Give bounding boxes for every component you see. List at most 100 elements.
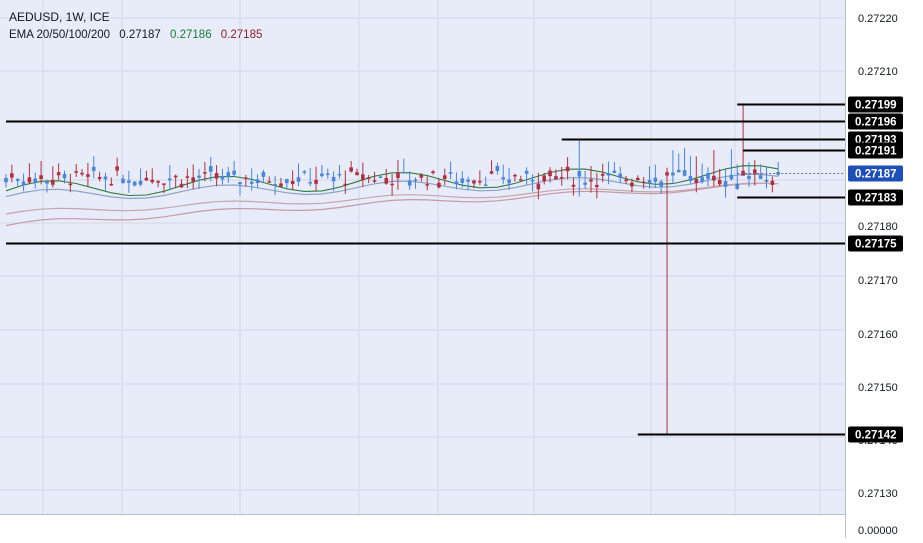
candle-body [261,172,266,177]
candle-body [448,172,453,174]
candle-body [647,179,652,184]
candle-body [729,174,734,180]
candle-body [349,167,353,172]
price-level-badge [848,426,903,443]
candle-body [27,177,32,183]
candle-body [589,179,593,182]
candle-body [68,183,73,186]
candle-body [208,166,213,172]
candle-body [583,182,587,185]
candle-body [671,172,675,176]
price-badges: 0.271990.271960.271930.271910.271830.271… [848,96,903,443]
candle-body [138,180,143,185]
candle-body [595,184,599,188]
price-level-badge [848,142,903,159]
candle-body [33,178,38,183]
candle-body [378,176,383,178]
time-axis-background [0,514,845,538]
candle-body [688,176,693,181]
candle-body [682,170,687,176]
candle-body [478,180,482,183]
candle-body [513,174,517,177]
candle-body [173,175,178,178]
candle-body [109,183,114,186]
candle-body [501,177,506,180]
candle-body [337,173,342,176]
candle-body [454,181,459,185]
candle-body [290,180,295,185]
candle-body [62,173,67,179]
candle-body [384,177,389,184]
candle-body [530,179,535,182]
candle-body [542,175,546,182]
price-axis-tick-label: 0.27210 [858,66,898,78]
candles [4,103,780,435]
price-axis-tick-label: 0.00000 [858,525,898,537]
candle-body [548,170,552,177]
candle-body [255,179,260,183]
candle-body [314,179,318,184]
price-level-label: 0.27175 [855,239,897,251]
price-axis-background [845,0,923,538]
candle-body [51,179,55,185]
candle-body [267,181,272,183]
candle-body [214,173,219,179]
candle-body [402,171,406,174]
indicator-name: EMA 20/50/100/200 [9,29,110,41]
candle-body [659,181,663,187]
candle-body [630,182,634,187]
candle-body [495,165,500,171]
candle-body [56,172,61,176]
candle-body [442,175,447,180]
plot-background [0,0,845,514]
candle-body [437,182,441,188]
candle-body [366,177,371,179]
candle-body [571,184,576,187]
candle-body [676,169,681,173]
candle-body [203,172,207,174]
candle-body [296,177,301,182]
candle-body [121,178,125,184]
candle-body [612,170,617,173]
candle-body [636,177,640,181]
price-axis[interactable]: 0.27220 0.27210 0.27180 0.27170 0.27160 0.271… [858,13,898,537]
candle-body [238,182,242,185]
candle-body [45,181,49,184]
ema-200-line [5,182,779,227]
candle-body [273,184,277,186]
candle-body [156,181,160,183]
price-level-label: 0.27142 [855,430,897,442]
ema-20-value: 0.27187 [119,29,161,41]
candle-body [747,175,751,180]
price-axis-tick-label: 0.27160 [858,329,898,341]
candle-body [507,179,511,184]
candle-body [554,176,558,179]
price-level-badge [848,113,903,130]
price-axis-tick-label: 0.27170 [858,275,898,287]
candle-body [641,181,646,184]
horizontal-levels [6,103,845,436]
symbol-title: AEDUSD, 1W, ICE [9,10,110,24]
chart-legend: AEDUSD, 1W, ICE EMA 20/50/100/200 0.2718… [9,10,262,41]
candle-body [753,169,757,175]
candle-body [279,183,283,187]
candle-body [618,173,623,179]
candle-body [80,172,84,175]
candle-body [132,181,137,186]
candle-body [665,172,669,176]
candle-body [150,179,155,183]
grid [0,0,845,514]
candle-body [10,173,14,178]
candle-body [735,183,740,189]
indicator-legend[interactable]: EMA 20/50/100/200 0.27187 0.27186 0.2718… [9,29,262,41]
candle-body [226,172,231,178]
ema-50-value: 0.27186 [170,29,212,41]
candle-body [653,177,658,182]
candle-body [220,176,225,180]
candle-body [372,180,377,182]
candle-body [565,166,570,172]
candle-body [331,176,336,182]
candle-body [39,175,43,180]
